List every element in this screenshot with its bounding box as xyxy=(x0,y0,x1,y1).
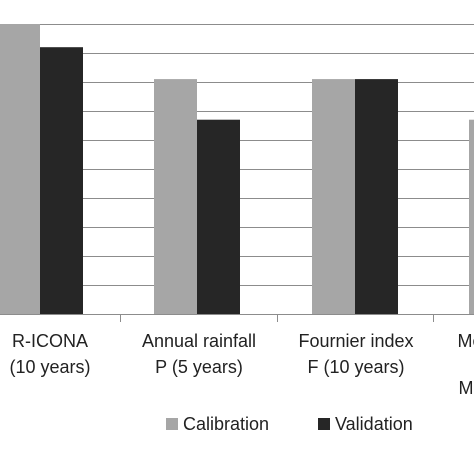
bars xyxy=(0,24,474,314)
category-label-line: P (5 years) xyxy=(155,357,243,377)
category-label-line: Fournier index xyxy=(298,331,413,351)
category-label: Mo M xyxy=(457,331,474,398)
x-axis xyxy=(0,314,474,322)
legend-swatch-validation xyxy=(318,418,330,430)
category-label: R-ICONA (10 years) xyxy=(9,331,90,377)
legend-label-validation: Validation xyxy=(335,414,413,434)
legend: Calibration Validation xyxy=(166,414,413,434)
category-label-line: (10 years) xyxy=(9,357,90,377)
category-label: Fournier index F (10 years) xyxy=(298,331,413,377)
bar-validation-1 xyxy=(197,119,240,314)
category-label-line: Mo xyxy=(457,331,474,351)
category-label-line: F (10 years) xyxy=(307,357,404,377)
legend-swatch-calibration xyxy=(166,418,178,430)
legend-label-calibration: Calibration xyxy=(183,414,269,434)
bar-calibration-0 xyxy=(0,24,40,314)
category-label-line: R-ICONA xyxy=(12,331,88,351)
category-labels: R-ICONA (10 years) Annual rainfall P (5 yea… xyxy=(9,331,474,398)
bar-calibration-1 xyxy=(154,79,197,314)
category-label: Annual rainfall P (5 years) xyxy=(142,331,256,377)
bar-validation-0 xyxy=(40,47,83,314)
bar-validation-2 xyxy=(355,79,398,314)
bar-calibration-2 xyxy=(312,79,355,314)
category-label-line: Annual rainfall xyxy=(142,331,256,351)
category-label-line: M xyxy=(459,378,474,398)
bar-calibration-3 xyxy=(469,119,474,314)
